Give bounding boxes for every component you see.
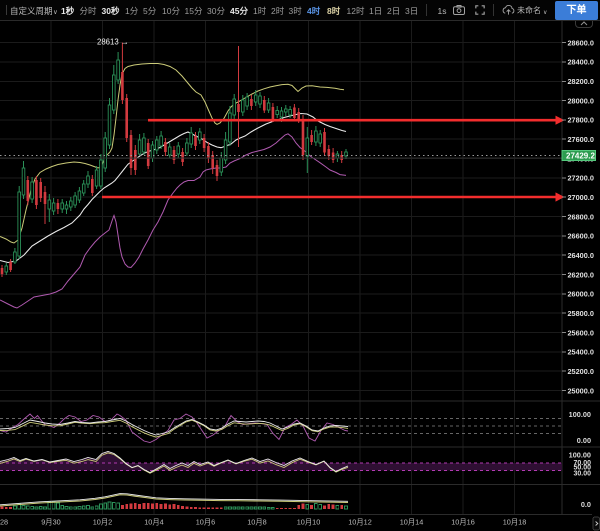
- svg-text:100.00: 100.00: [569, 450, 591, 459]
- svg-text:10月8: 10月8: [247, 518, 266, 527]
- svg-text:10月6: 10月6: [196, 518, 215, 527]
- svg-text:28600.0: 28600.0: [568, 38, 594, 47]
- svg-text:25200.0: 25200.0: [568, 367, 594, 376]
- svg-text:25400.0: 25400.0: [568, 348, 594, 357]
- svg-text:25800.0: 25800.0: [568, 309, 594, 318]
- svg-text:27429.2: 27429.2: [566, 152, 595, 161]
- svg-text:10月16: 10月16: [451, 518, 475, 527]
- svg-text:27200.0: 27200.0: [568, 174, 594, 183]
- svg-text:26200.0: 26200.0: [568, 270, 594, 279]
- svg-text:26400.0: 26400.0: [568, 251, 594, 260]
- svg-text:50.00: 50.00: [573, 465, 591, 472]
- svg-text:27600.0: 27600.0: [568, 135, 594, 144]
- svg-text:10月10: 10月10: [297, 518, 321, 527]
- svg-text:28: 28: [0, 518, 8, 527]
- svg-text:26000.0: 26000.0: [568, 290, 594, 299]
- svg-text:10月4: 10月4: [144, 518, 163, 527]
- svg-text:27800.0: 27800.0: [568, 116, 594, 125]
- svg-text:30.00: 30.00: [573, 470, 591, 477]
- svg-text:26600.0: 26600.0: [568, 232, 594, 241]
- svg-text:9月30: 9月30: [41, 518, 60, 527]
- svg-text:10月12: 10月12: [348, 518, 372, 527]
- svg-text:25000.0: 25000.0: [568, 386, 594, 395]
- svg-text:10月14: 10月14: [400, 518, 424, 527]
- svg-text:10月18: 10月18: [503, 518, 527, 527]
- svg-text:28000.0: 28000.0: [568, 96, 594, 105]
- svg-text:28400.0: 28400.0: [568, 58, 594, 67]
- svg-text:27000.0: 27000.0: [568, 193, 594, 202]
- svg-text:28200.0: 28200.0: [568, 77, 594, 86]
- svg-text:25600.0: 25600.0: [568, 328, 594, 337]
- svg-text:28613 →: 28613 →: [97, 37, 129, 46]
- svg-text:0.0: 0.0: [581, 500, 591, 509]
- svg-text:100.00: 100.00: [569, 410, 591, 419]
- svg-text:0.00: 0.00: [577, 436, 591, 445]
- svg-text:10月2: 10月2: [93, 518, 112, 527]
- svg-text:26800.0: 26800.0: [568, 212, 594, 221]
- svg-text:70.00: 70.00: [573, 460, 591, 467]
